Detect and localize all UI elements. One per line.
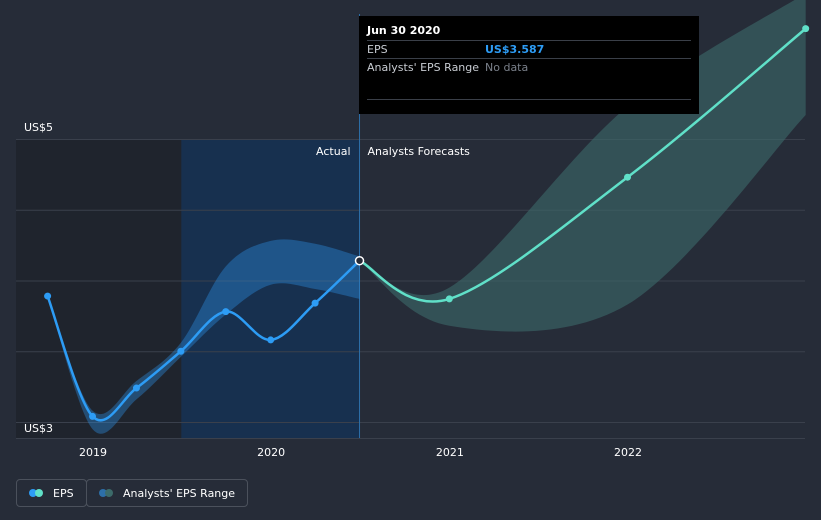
eps-point: [44, 292, 52, 300]
tooltip-row-range: Analysts' EPS Range No data: [367, 58, 691, 76]
x-tick-label: 2019: [79, 446, 107, 459]
eps-point: [222, 308, 230, 316]
past-region: [16, 140, 182, 438]
tooltip-eps-value: US$3.587: [485, 43, 545, 56]
eps-point: [354, 255, 365, 266]
eps-point: [132, 384, 140, 392]
range-legend-icon: [99, 489, 115, 497]
tooltip-row-eps: EPS US$3.587: [367, 40, 691, 58]
tooltip-date: Jun 30 2020: [367, 24, 441, 37]
forecast-line: [358, 27, 807, 303]
eps-point: [177, 347, 185, 355]
forecast-point: [445, 295, 453, 303]
y-tick-label: US$5: [24, 121, 53, 134]
tooltip-range-value: No data: [485, 61, 529, 74]
y-tick-label: US$3: [24, 422, 53, 435]
eps-legend-icon: [29, 489, 45, 497]
forecast-region-label: Analysts Forecasts: [368, 145, 471, 158]
legend-range-button[interactable]: Analysts' EPS Range: [86, 479, 249, 507]
forecast-point: [624, 173, 632, 181]
tooltip-divider: [367, 99, 691, 100]
tooltip-eps-label: EPS: [367, 43, 388, 56]
legend-eps-button[interactable]: EPS: [16, 479, 87, 507]
x-tick-label: 2020: [257, 446, 285, 459]
actual-range-band: [47, 239, 360, 434]
eps-point: [267, 336, 275, 344]
x-tick-label: 2022: [614, 446, 642, 459]
eps-point: [311, 299, 319, 307]
forecast-point: [802, 25, 810, 33]
legend-range-label: Analysts' EPS Range: [123, 486, 236, 500]
actual-region-label: Actual: [316, 145, 350, 158]
x-tick-label: 2021: [436, 446, 464, 459]
legend-eps-label: EPS: [53, 486, 74, 500]
hover-tooltip: Jun 30 2020 EPS US$3.587 Analysts' EPS R…: [359, 16, 699, 114]
eps-point: [89, 412, 97, 420]
tooltip-range-label: Analysts' EPS Range: [367, 61, 480, 74]
